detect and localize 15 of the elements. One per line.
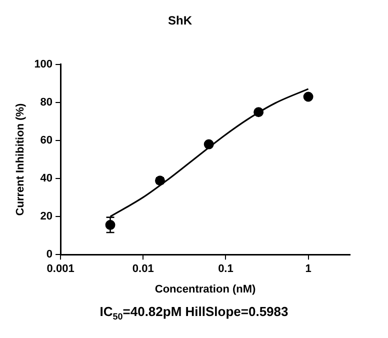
text: IC$_{50}$=40.82pM HillSlope=0.5983 [98,304,290,322]
y-axis-title: Current Inhibition (%) [14,102,27,216]
y-tick-label: 40 [40,172,53,185]
point [303,92,314,102]
x-tick-label: 0.01 [132,263,154,276]
chart-title: ShK [168,14,192,28]
x-tick-label: 0.001 [46,263,74,276]
y-tick-label: 60 [40,134,53,147]
y-tick-label: 20 [40,210,53,223]
x-tick-label: 0.1 [218,263,234,276]
y-tick-label: 100 [34,58,53,70]
y-tick-label: 80 [40,96,53,108]
y-tick-label: 0 [46,248,53,261]
x-axis-title: Concentration (nM) [154,283,256,296]
x-tick-label: 1 [305,263,312,276]
